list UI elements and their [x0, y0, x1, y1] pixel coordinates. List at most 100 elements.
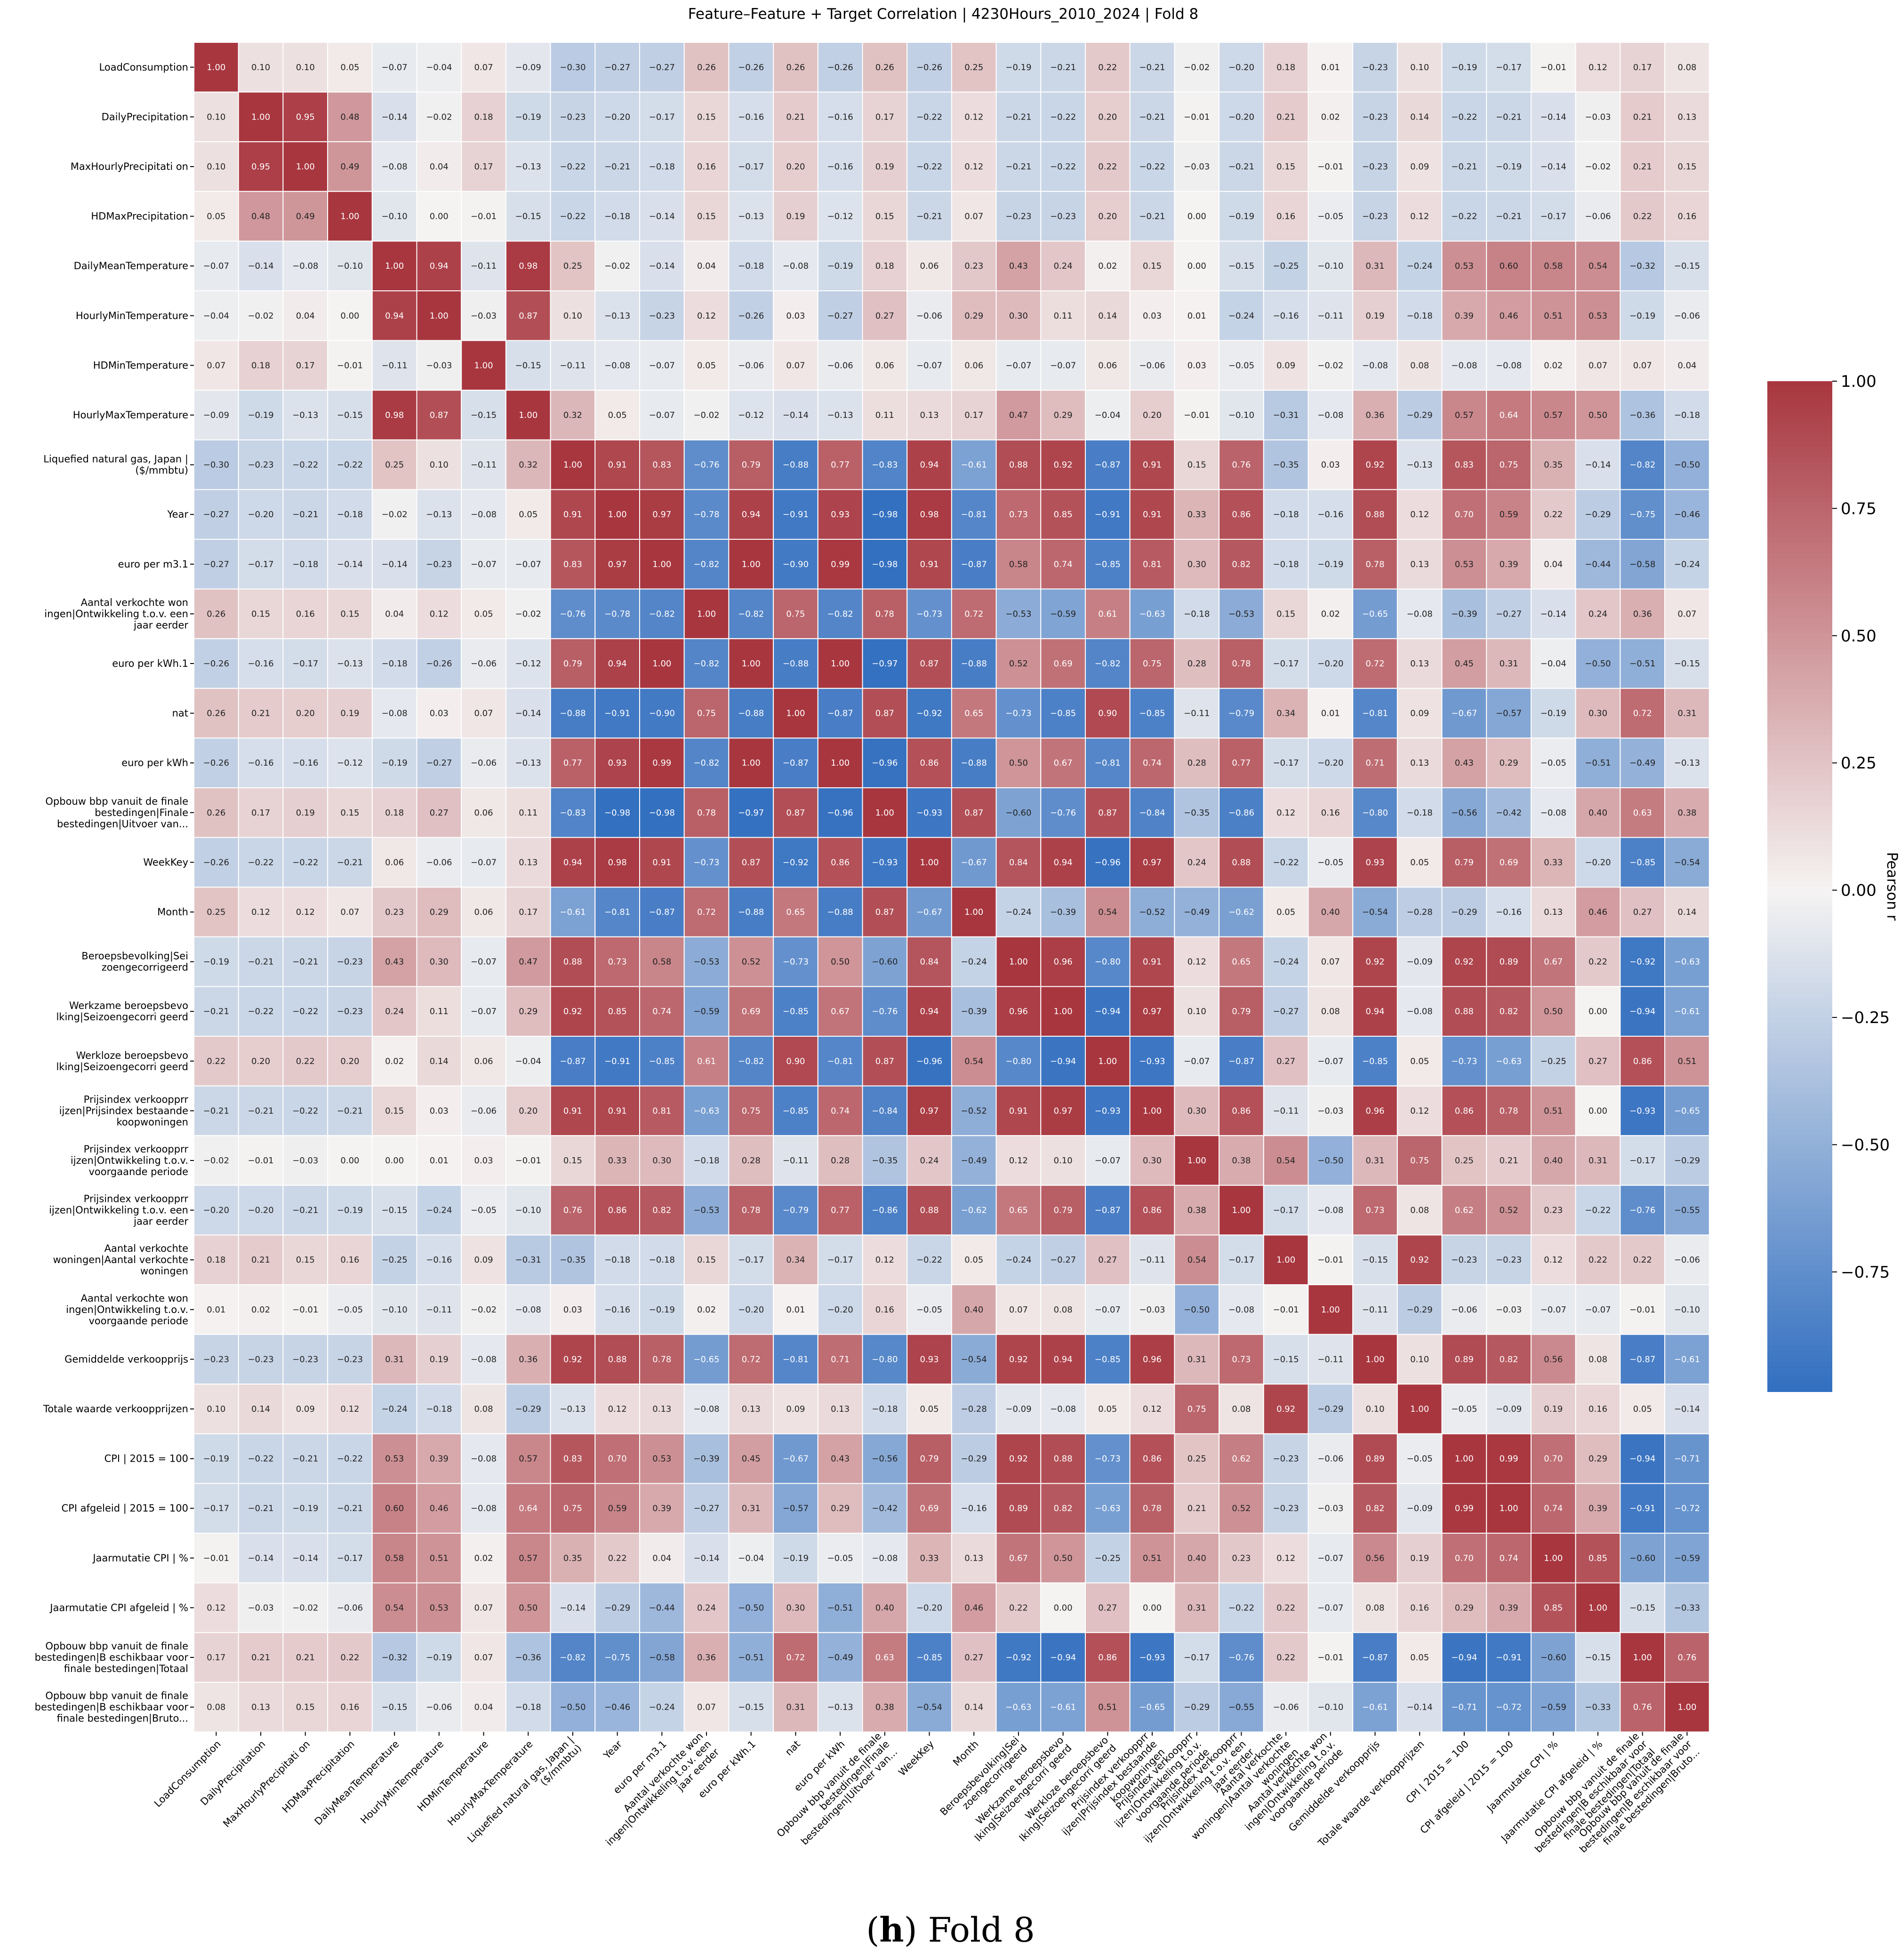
cell-value-label: −0.13: [604, 311, 630, 321]
cell-value-label: 0.20: [1098, 212, 1117, 222]
cell-value-label: 0.27: [875, 311, 894, 321]
heatmap-cell: [1575, 1184, 1621, 1236]
heatmap-cell: [906, 688, 952, 739]
colorbar-segment: [1767, 871, 1832, 877]
cell-value-label: 0.94: [1366, 1007, 1385, 1016]
cell-value-label: 0.00: [1187, 212, 1206, 222]
cell-value-label: 0.50: [1588, 410, 1607, 420]
cell-value-label: 0.30: [1187, 1106, 1206, 1116]
colorbar-segment: [1767, 942, 1832, 948]
cell-value-label: 0.99: [831, 560, 850, 569]
cell-value-label: 0.61: [1098, 609, 1117, 619]
cell-value-label: −0.08: [783, 261, 809, 271]
colorbar-tick-label: 0.50: [1841, 627, 1877, 646]
cell-value-label: −0.03: [1585, 112, 1611, 122]
colorbar-segment: [1767, 1063, 1832, 1069]
heatmap-cell: [1219, 340, 1264, 391]
cell-value-label: 0.04: [697, 261, 716, 271]
heatmap-cell: [1174, 1234, 1220, 1285]
heatmap-cell: [1575, 986, 1621, 1037]
heatmap-cell: [193, 837, 239, 888]
cell-value-label: 0.87: [964, 808, 983, 818]
colorbar-segment: [1767, 831, 1832, 837]
colorbar-segment: [1767, 1245, 1832, 1251]
colorbar-segment: [1767, 492, 1832, 498]
row-label: euro per m3.1: [118, 559, 188, 570]
cell-value-label: −0.08: [693, 1404, 719, 1414]
heatmap-cell: [639, 1085, 685, 1136]
cell-value-label: 0.91: [563, 1106, 582, 1116]
cell-value-label: 0.83: [652, 460, 671, 470]
cell-value-label: 1.00: [251, 112, 270, 122]
cell-value-label: 0.87: [786, 808, 805, 818]
cell-value-label: −0.80: [1005, 1056, 1031, 1066]
cell-value-label: −0.23: [292, 1354, 318, 1364]
cell-value-label: 0.87: [430, 410, 449, 420]
cell-value-label: −0.18: [426, 1404, 452, 1414]
cell-value-label: −0.01: [1317, 162, 1343, 172]
colorbar-segment: [1767, 724, 1832, 730]
cell-value-label: 0.22: [207, 1056, 225, 1066]
cell-value-label: −0.01: [1540, 63, 1566, 72]
colorbar-segment: [1767, 1184, 1832, 1190]
colorbar-segment: [1767, 770, 1832, 776]
cell-value-label: 0.70: [608, 1454, 627, 1464]
heatmap-cell: [505, 787, 551, 838]
cell-value-label: 0.24: [1054, 261, 1073, 271]
cell-value-label: −0.22: [337, 1454, 363, 1464]
heatmap-cell: [1396, 439, 1443, 490]
heatmap-cell: [193, 1036, 239, 1087]
cell-value-label: −0.11: [382, 360, 408, 370]
heatmap-cell: [1129, 1284, 1175, 1335]
cell-value-label: 1.00: [430, 311, 449, 321]
colorbar-segment: [1767, 502, 1832, 508]
heatmap-cell: [683, 1036, 730, 1087]
heatmap-cell: [773, 240, 818, 292]
cell-value-label: 0.70: [1455, 510, 1474, 520]
cell-value-label: −0.15: [738, 1703, 764, 1712]
heatmap-cell: [1620, 887, 1666, 937]
cell-value-label: −0.01: [248, 1156, 273, 1166]
cell-value-label: −0.07: [1540, 1305, 1566, 1315]
cell-value-label: 0.84: [920, 957, 939, 967]
cell-value-label: 0.30: [1187, 560, 1206, 569]
cell-value-label: 0.26: [207, 808, 225, 818]
cell-value-label: −0.87: [560, 1056, 586, 1066]
heatmap-cell: [951, 638, 997, 689]
cell-value-label: −0.26: [738, 311, 764, 321]
cell-value-label: 1.00: [385, 261, 404, 271]
cell-value-label: 0.11: [875, 410, 894, 420]
cell-value-label: −0.82: [560, 1653, 586, 1663]
cell-value-label: 0.20: [340, 1056, 359, 1066]
colorbar-segment: [1767, 674, 1832, 680]
cell-value-label: 0.34: [1276, 709, 1295, 719]
heatmap-cell: [1396, 837, 1443, 888]
cell-value-label: 0.10: [207, 112, 225, 122]
heatmap-cell: [1040, 390, 1086, 440]
cell-value-label: 0.58: [1544, 261, 1563, 271]
cell-value-label: 0.31: [385, 1354, 404, 1364]
heatmap-cell: [951, 191, 997, 242]
heatmap-cell: [1174, 737, 1220, 789]
cell-value-label: −0.11: [560, 360, 586, 370]
cell-value-label: −0.35: [560, 1255, 586, 1265]
colorbar-segment: [1767, 1058, 1832, 1064]
heatmap-cell: [1396, 638, 1443, 689]
cell-value-label: 0.87: [875, 709, 894, 719]
colorbar-segment: [1767, 664, 1832, 670]
cell-value-label: −0.35: [872, 1156, 898, 1166]
heatmap-cell: [327, 489, 373, 540]
cell-value-label: −0.09: [1407, 957, 1433, 967]
row-label: CPI afgeleid | 2015 = 100: [61, 1503, 188, 1514]
cell-value-label: 0.86: [608, 1206, 627, 1216]
cell-value-label: −0.05: [1317, 857, 1343, 867]
cell-value-label: 1.00: [697, 609, 716, 619]
cell-value-label: 0.94: [742, 510, 761, 520]
heatmap-cell: [1307, 340, 1354, 391]
cell-value-label: 0.31: [1500, 659, 1518, 669]
cell-value-label: −0.04: [738, 1553, 764, 1563]
cell-value-label: 0.15: [875, 212, 894, 222]
cell-value-label: 0.29: [831, 1504, 850, 1513]
cell-value-label: 0.52: [1500, 1206, 1518, 1216]
heatmap-cell: [550, 290, 596, 341]
